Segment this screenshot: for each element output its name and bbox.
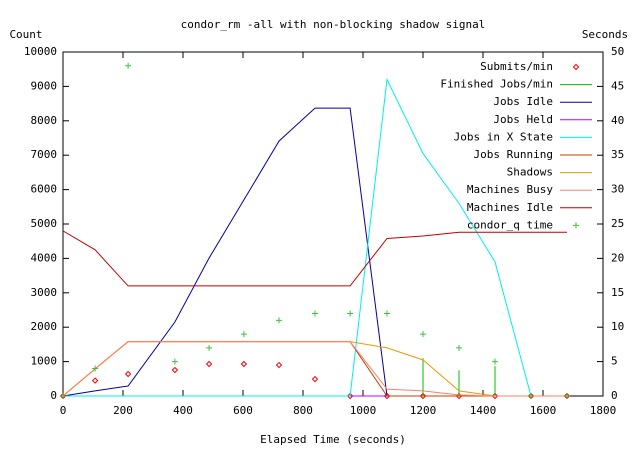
x-tick-label: 0 (60, 404, 67, 417)
data-point (206, 344, 213, 351)
data-point (491, 392, 499, 400)
data-point (276, 317, 282, 324)
x-tick-label: 200 (113, 404, 133, 417)
data-point (91, 377, 99, 384)
y-tick-label: 0 (50, 389, 57, 402)
y2-tick-label: 30 (611, 183, 624, 196)
y-tick-label: 3000 (31, 286, 58, 299)
data-point (92, 365, 99, 372)
data-point (346, 392, 354, 400)
x-tick-label: 1200 (410, 404, 437, 417)
y-tick-label: 6000 (31, 183, 58, 196)
y2-tick-label: 25 (611, 217, 624, 230)
legend-label: Machines Busy (467, 183, 553, 196)
x-tick-label: 1000 (350, 404, 377, 417)
legend-label: Jobs Idle (493, 95, 553, 108)
data-point (205, 360, 213, 368)
y-tick-label: 5000 (31, 217, 58, 230)
data-point (275, 361, 283, 369)
series-line (62, 341, 567, 397)
legend-label: Shadows (507, 166, 553, 179)
data-point (564, 393, 570, 399)
data-point (240, 360, 248, 368)
data-point (311, 375, 319, 383)
y2-tick-label: 20 (611, 251, 624, 264)
x-tick-label: 800 (293, 404, 313, 417)
y2-tick-label: 15 (611, 286, 624, 299)
data-point (171, 366, 179, 374)
y-tick-label: 10000 (24, 45, 57, 58)
series-line (62, 230, 567, 287)
y2-tick-label: 45 (611, 79, 624, 92)
legend-swatch (572, 63, 580, 71)
data-point (383, 392, 391, 400)
data-point (240, 331, 247, 338)
legend-label: Jobs Running (474, 148, 553, 161)
legend-label: Submits/min (480, 60, 553, 73)
data-point (456, 344, 462, 351)
x-axis-label: Elapsed Time (seconds) (260, 433, 406, 446)
x-tick-label: 1600 (530, 404, 557, 417)
data-point (124, 370, 132, 378)
y2-tick-label: 35 (611, 148, 624, 161)
x-tick-label: 1400 (470, 404, 497, 417)
y2-tick-label: 50 (611, 45, 624, 58)
data-point (419, 392, 427, 400)
data-point (420, 331, 426, 338)
y2-tick-label: 10 (611, 320, 624, 333)
y-tick-label: 1000 (31, 355, 58, 368)
y-tick-label: 9000 (31, 79, 58, 92)
y-axis-label: Count (9, 28, 42, 41)
legend-label: Finished Jobs/min (440, 78, 553, 91)
x-tick-label: 1800 (590, 404, 617, 417)
y2-tick-label: 5 (611, 355, 618, 368)
y-tick-label: 4000 (31, 251, 58, 264)
y2-axis-label: Seconds (582, 28, 628, 41)
y2-tick-label: 40 (611, 114, 624, 127)
y-tick-label: 2000 (31, 320, 58, 333)
series-line (63, 77, 567, 397)
data-point (492, 358, 498, 365)
data-point (60, 393, 66, 399)
data-point (125, 62, 132, 69)
data-point (171, 358, 178, 365)
data-point (384, 310, 390, 317)
x-tick-label: 400 (173, 404, 193, 417)
y2-tick-label: 0 (611, 389, 618, 402)
legend-label: Machines Idle (467, 201, 553, 214)
y-tick-label: 8000 (31, 114, 58, 127)
legend-label: condor_q time (467, 218, 553, 231)
data-point (528, 393, 534, 399)
chart-title: condor_rm -all with non-blocking shadow … (181, 18, 486, 31)
legend-label: Jobs in X State (454, 130, 553, 143)
y-tick-label: 7000 (31, 148, 58, 161)
data-point (347, 310, 354, 317)
x-tick-label: 600 (233, 404, 253, 417)
legend-swatch (573, 222, 579, 229)
legend-label: Jobs Held (493, 113, 553, 126)
data-point (312, 310, 318, 317)
